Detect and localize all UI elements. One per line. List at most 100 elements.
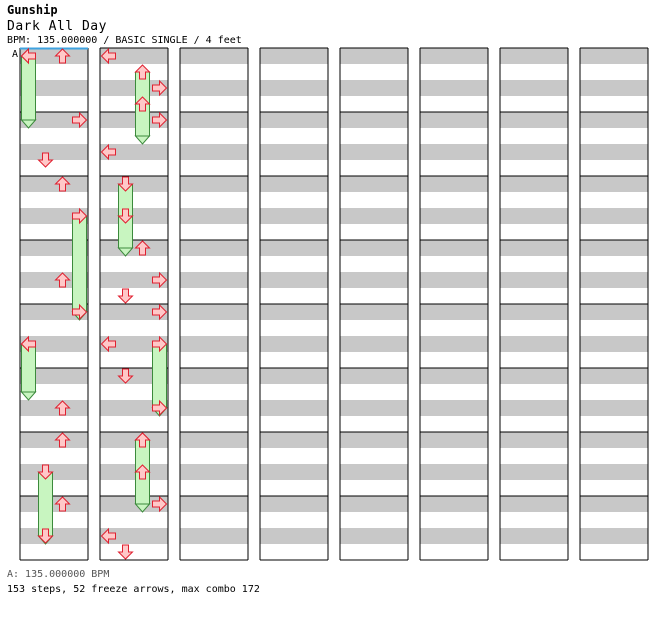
beat-stripe	[420, 336, 488, 352]
beat-stripe	[340, 48, 408, 64]
beat-stripe	[580, 80, 648, 96]
freeze-arrow-body	[21, 55, 36, 121]
beat-stripe	[180, 368, 248, 384]
beat-stripe	[340, 336, 408, 352]
chart-column	[259, 47, 329, 561]
beat-stripe	[580, 496, 648, 512]
beat-stripe	[500, 368, 568, 384]
beat-stripe	[420, 496, 488, 512]
step-arrow	[54, 432, 71, 448]
beat-stripe	[180, 464, 248, 480]
beat-stripe	[260, 304, 328, 320]
chart-column	[579, 47, 649, 561]
beat-stripe	[260, 336, 328, 352]
beat-stripe	[260, 112, 328, 128]
beat-stripe	[580, 336, 648, 352]
step-arrow	[134, 464, 151, 480]
beat-stripe	[500, 304, 568, 320]
beat-stripe	[20, 368, 88, 384]
step-arrow	[117, 288, 134, 304]
step-arrow	[54, 176, 71, 192]
beat-stripe	[100, 464, 168, 480]
beat-stripe	[180, 208, 248, 224]
beat-stripe	[180, 528, 248, 544]
beat-stripe	[260, 272, 328, 288]
beat-stripe	[580, 240, 648, 256]
beat-stripe	[20, 240, 88, 256]
beat-stripe	[180, 176, 248, 192]
beat-stripe	[100, 272, 168, 288]
beat-stripe	[500, 144, 568, 160]
step-arrow	[20, 335, 36, 353]
step-chart: A	[12, 47, 649, 561]
beat-stripe	[20, 432, 88, 448]
beat-stripe	[500, 400, 568, 416]
beat-stripe	[20, 272, 88, 288]
beat-stripe	[420, 464, 488, 480]
chart-info: BPM: 135.000000 / BASIC SINGLE / 4 feet	[7, 35, 242, 46]
beat-stripe	[260, 496, 328, 512]
beat-stripe	[340, 496, 408, 512]
beat-stripe	[180, 144, 248, 160]
beat-stripe	[580, 400, 648, 416]
step-arrow	[134, 96, 151, 112]
freeze-arrow-tail	[134, 503, 151, 513]
beat-stripe	[20, 528, 88, 544]
beat-stripe	[420, 528, 488, 544]
beat-stripe	[260, 368, 328, 384]
chart-column	[179, 47, 249, 561]
beat-stripe	[340, 144, 408, 160]
beat-stripe	[500, 464, 568, 480]
beat-stripe	[500, 496, 568, 512]
beat-stripe	[100, 144, 168, 160]
step-arrow	[134, 240, 151, 256]
beat-stripe	[260, 208, 328, 224]
step-arrow	[152, 303, 168, 321]
beat-stripe	[340, 304, 408, 320]
beat-stripe	[260, 528, 328, 544]
beat-stripe	[580, 432, 648, 448]
beat-stripe	[100, 240, 168, 256]
beat-stripe	[500, 80, 568, 96]
beat-stripe	[100, 528, 168, 544]
chart-column	[99, 47, 169, 561]
freeze-arrow-head	[37, 464, 54, 480]
beat-stripe	[500, 176, 568, 192]
beat-stripe	[20, 80, 88, 96]
beat-stripe	[340, 432, 408, 448]
beat-stripe	[420, 304, 488, 320]
beat-stripe	[260, 80, 328, 96]
chart-column	[499, 47, 569, 561]
step-arrow	[20, 47, 36, 65]
beat-stripe	[100, 432, 168, 448]
bpm-summary: A: 135.000000 BPM	[7, 569, 110, 580]
step-arrow	[54, 400, 71, 416]
beat-stripe	[20, 144, 88, 160]
freeze-arrow-head	[134, 64, 151, 80]
beat-stripe	[260, 176, 328, 192]
beat-stripe	[260, 144, 328, 160]
step-arrow	[117, 544, 134, 560]
beat-stripe	[420, 208, 488, 224]
beat-stripe	[340, 208, 408, 224]
beat-stripe	[20, 464, 88, 480]
freeze-arrow-head	[117, 176, 134, 192]
beat-stripe	[340, 464, 408, 480]
step-arrow	[72, 111, 88, 129]
step-arrow	[152, 399, 168, 417]
beat-stripe	[180, 240, 248, 256]
freeze-arrow-tail	[20, 391, 37, 401]
beat-stripe	[260, 48, 328, 64]
beat-stripe	[420, 400, 488, 416]
beat-stripe	[340, 112, 408, 128]
step-arrow	[37, 152, 54, 168]
note-layer	[20, 47, 168, 560]
beat-stripe	[20, 400, 88, 416]
beat-stripe	[420, 272, 488, 288]
beat-stripe	[100, 496, 168, 512]
beat-stripe	[500, 112, 568, 128]
step-arrow	[117, 368, 134, 384]
beat-stripe	[100, 80, 168, 96]
step-arrow	[54, 48, 71, 64]
beat-stripe	[420, 112, 488, 128]
